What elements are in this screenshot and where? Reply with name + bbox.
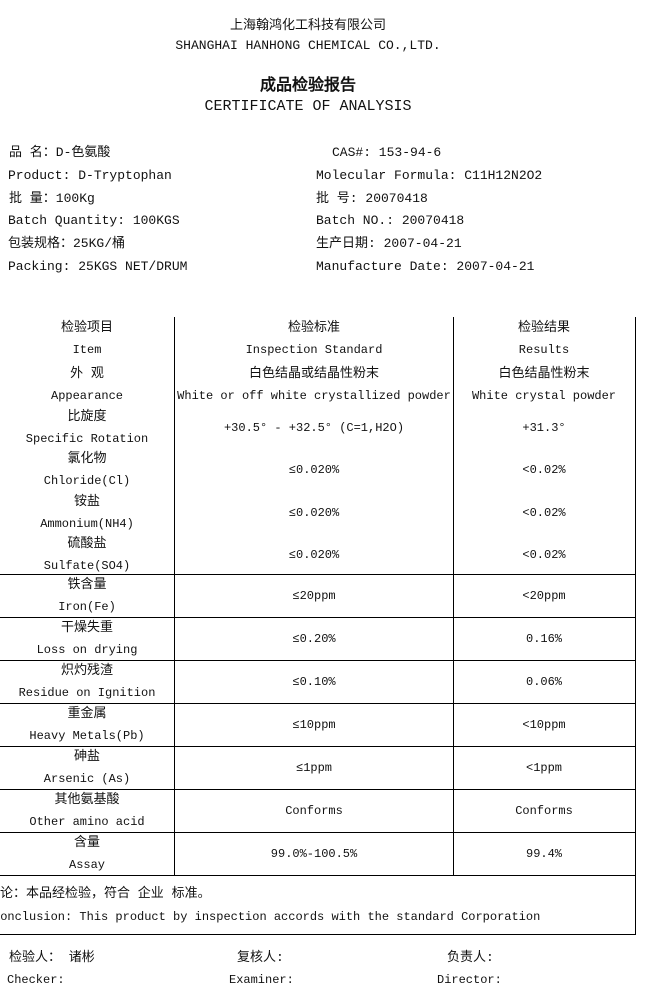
result-value: +31.3° (522, 420, 566, 435)
item-name-cn: 其他氨基酸 (54, 792, 120, 807)
result-value: <10ppm (522, 718, 566, 732)
date-en: Manufacture Date: 2007-04-21 (316, 259, 535, 274)
standard-value: ≤10ppm (292, 718, 336, 732)
date-cn: 生产日期: 2007-04-21 (316, 236, 462, 251)
item-name-cn: 硫酸盐 (67, 536, 107, 551)
result-cn: 白色结晶性粉末 (498, 366, 590, 381)
result-value: <0.02% (522, 548, 566, 562)
item-name-en: Appearance (50, 389, 124, 403)
cas-number: CAS#: 153-94-6 (332, 145, 442, 160)
result-value: <0.02% (522, 463, 566, 477)
batch-en: Batch NO.: 20070418 (316, 213, 465, 228)
result-value: <0.02% (522, 505, 566, 520)
packing-en: Packing: 25KGS NET/DRUM (8, 259, 188, 274)
director-cn: 负责人: (447, 950, 494, 965)
table-row-divider (0, 746, 636, 747)
table-column-divider (635, 317, 636, 934)
item-name-en: Sulfate(SO4) (43, 559, 131, 573)
item-name-cn: 含量 (73, 835, 101, 850)
conclusion-en: Conclusion: This product by inspection a… (0, 910, 541, 924)
result-value: 99.4% (525, 847, 563, 861)
table-row-divider (0, 875, 636, 876)
column-header-cn: 检验标准 (287, 320, 341, 335)
molecular-formula: Molecular Formula: C11H12N2O2 (316, 168, 543, 183)
table-row-divider (0, 832, 636, 833)
item-name-en: Loss on drying (36, 643, 138, 657)
examiner-en: Examiner: (229, 973, 294, 987)
item-name-cn: 炽灼残渣 (60, 663, 114, 678)
item-name-cn: 干燥失重 (60, 620, 114, 635)
batch-cn: 批 号: 20070418 (316, 191, 428, 206)
table-column-divider (174, 317, 175, 875)
company-name-en: SHANGHAI HANHONG CHEMICAL CO.,LTD. (175, 38, 441, 53)
column-header-en: Item (72, 343, 102, 357)
standard-value: ≤1ppm (295, 761, 333, 775)
item-name-en: Assay (68, 858, 106, 872)
item-name-en: Chloride(Cl) (43, 474, 131, 488)
column-header-cn: 检验项目 (60, 320, 114, 335)
product-en: Product: D-Tryptophan (8, 168, 172, 183)
item-name-cn: 铁含量 (67, 577, 107, 592)
standard-value: ≤0.020% (288, 548, 340, 562)
column-header-en: Inspection Standard (245, 343, 383, 357)
result-value: <20ppm (522, 589, 566, 603)
item-name-en: Heavy Metals(Pb) (29, 729, 145, 743)
title-en: CERTIFICATE OF ANALYSIS (204, 98, 412, 115)
item-name-en: Residue on Ignition (18, 686, 156, 700)
quantity-cn: 批 量：100Kg (9, 191, 95, 206)
table-row-divider (0, 934, 636, 935)
item-name-en: Ammonium(NH4) (40, 516, 134, 531)
quantity-en: Batch Quantity: 100KGS (8, 213, 180, 228)
table-column-divider (453, 317, 454, 875)
standard-value: ≤0.20% (292, 632, 336, 646)
item-name-cn: 氯化物 (67, 451, 107, 466)
director-en: Director: (437, 973, 502, 987)
item-name-en: Specific Rotation (25, 431, 149, 446)
company-name-cn: 上海翰鸿化工科技有限公司 (229, 18, 387, 33)
standard-value: 99.0%-100.5% (270, 847, 358, 861)
standard-value: ≤0.020% (288, 463, 340, 477)
result-value: White crystal powder (471, 389, 617, 403)
item-name-cn: 铵盐 (73, 493, 101, 509)
packing-cn: 包装规格：25KG/桶 (8, 236, 126, 251)
table-row-divider (0, 617, 636, 618)
standard-value: ≤20ppm (292, 589, 336, 603)
item-name-en: Arsenic (As) (43, 772, 131, 786)
table-row-divider (0, 660, 636, 661)
item-name-cn: 重金属 (67, 706, 107, 721)
checker-cn: 检验人： 诸彬 (9, 950, 95, 965)
conclusion-cn: 结论：本品经检验，符合 企业 标准。 (0, 886, 211, 901)
product-cn: 品 名：D-色氨酸 (9, 145, 111, 160)
result-value: <1ppm (525, 761, 563, 775)
table-row-divider (0, 703, 636, 704)
table-row-divider (0, 789, 636, 790)
table-row-divider (0, 574, 636, 575)
column-header-cn: 检验结果 (517, 320, 571, 335)
title-cn: 成品检验报告 (259, 75, 357, 94)
item-name-cn: 外 观 (70, 366, 104, 381)
item-name-cn: 比旋度 (67, 408, 107, 424)
checker-en: Checker: (7, 973, 65, 987)
standard-value: White or off white crystallized powder (177, 389, 451, 403)
standard-value: ≤0.10% (292, 675, 336, 689)
standard-value: ≤0.020% (288, 505, 340, 520)
examiner-cn: 复核人: (237, 950, 284, 965)
standard-value: +30.5° - +32.5° (C=1,H2O) (223, 420, 405, 435)
standard-cn: 白色结晶或结晶性粉末 (248, 366, 380, 381)
standard-value: Conforms (285, 804, 343, 818)
result-value: 0.16% (525, 632, 563, 646)
item-name-en: Other amino acid (29, 815, 145, 829)
result-value: Conforms (515, 804, 573, 818)
result-value: 0.06% (525, 675, 563, 689)
item-name-cn: 砷盐 (73, 749, 101, 764)
item-name-en: Iron(Fe) (58, 600, 116, 614)
column-header-en: Results (518, 343, 570, 357)
